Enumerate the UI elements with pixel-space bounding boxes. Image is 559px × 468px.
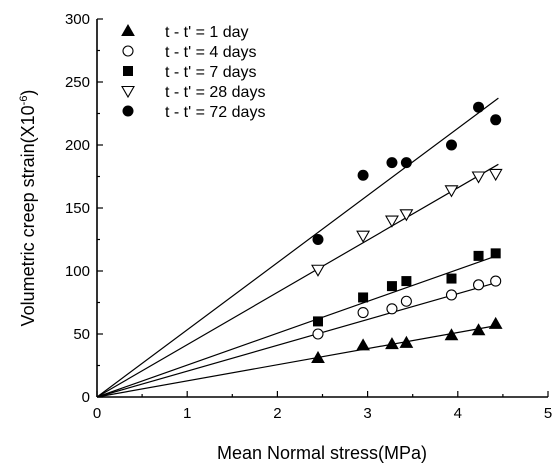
data-point-series-3	[473, 250, 484, 261]
fit-lines	[96, 97, 499, 398]
x-ticks: 0 1 2 3 4 5	[93, 391, 552, 422]
legend-label-1: t - t' = 1 day	[165, 24, 249, 41]
y-axis-title-close: )	[18, 90, 38, 96]
y-tick-label: 50	[73, 326, 90, 343]
data-point-series-5	[312, 234, 324, 245]
legend-marker-3	[123, 66, 133, 76]
y-tick-label: 0	[82, 389, 90, 406]
y-axis-title-main: Volumetric creep strain(X10	[18, 105, 38, 326]
data-point-series-2	[472, 279, 485, 291]
data-markers	[311, 101, 503, 363]
data-point-series-5	[400, 157, 412, 169]
y-tick-label: 200	[65, 137, 90, 154]
x-tick-label: 1	[183, 405, 191, 422]
data-point-series-1	[444, 328, 459, 341]
data-point-series-1	[399, 335, 414, 348]
data-point-series-4	[444, 185, 459, 198]
x-tick-label: 0	[93, 405, 101, 422]
data-point-series-2	[400, 295, 412, 307]
data-point-series-1	[471, 323, 486, 336]
data-point-series-3	[401, 276, 412, 287]
data-point-series-3	[312, 316, 323, 327]
data-point-series-5	[357, 169, 369, 181]
legend-marker-4	[121, 85, 135, 99]
x-tick-label: 4	[454, 405, 462, 422]
data-point-series-4	[311, 264, 325, 277]
x-axis-title: Mean Normal stress(MPa)	[217, 443, 427, 463]
x-tick-label: 5	[544, 405, 552, 422]
legend-label-4: t - t' = 28 days	[165, 84, 265, 101]
data-point-series-2	[312, 328, 324, 340]
y-axis-title-exponent: -6	[18, 96, 30, 106]
data-point-series-3	[446, 273, 457, 284]
legend-label-5: t - t' = 72 days	[165, 104, 265, 121]
fit-line-series-2	[96, 281, 499, 398]
data-point-series-2	[357, 307, 369, 319]
x-tick-label: 2	[273, 405, 281, 422]
legend-marker-2	[122, 45, 134, 57]
data-point-series-3	[358, 292, 369, 303]
legend-marker-5	[122, 105, 134, 117]
fit-line-series-5	[96, 97, 499, 398]
data-point-series-4	[385, 215, 399, 228]
data-point-series-5	[386, 157, 398, 169]
data-point-series-3	[490, 248, 501, 259]
legend-marker-1	[121, 23, 135, 36]
y-tick-label: 150	[65, 200, 90, 217]
fit-line-series-4	[96, 163, 499, 398]
x-tick-label: 3	[363, 405, 371, 422]
fit-line-series-3	[96, 254, 499, 398]
data-point-series-1	[356, 338, 370, 351]
data-point-series-3	[386, 281, 397, 292]
data-point-series-2	[490, 275, 502, 287]
data-point-series-1	[311, 350, 325, 363]
y-tick-label: 100	[65, 263, 90, 280]
data-point-series-2	[445, 289, 458, 301]
data-point-series-5	[490, 114, 502, 126]
data-point-series-4	[471, 171, 486, 184]
fit-line-series-1	[96, 324, 499, 398]
data-point-series-2	[386, 303, 398, 315]
legend-label-2: t - t' = 4 days	[165, 44, 257, 61]
legend: t - t' = 1 day t - t' = 4 days t - t' = 7 …	[121, 23, 265, 121]
y-ticks: 0 50 100 150 200 250 300	[65, 11, 103, 406]
data-point-series-4	[488, 168, 503, 182]
data-point-series-1	[488, 316, 503, 329]
data-point-series-5	[473, 101, 485, 113]
y-tick-label: 300	[65, 11, 90, 28]
y-tick-label: 250	[65, 74, 90, 91]
y-axis-title: Volumetric creep strain(X10-6)	[18, 90, 38, 327]
data-point-series-5	[445, 139, 457, 151]
data-point-series-4	[399, 209, 414, 222]
legend-label-3: t - t' = 7 days	[165, 64, 257, 81]
data-point-series-1	[385, 337, 399, 350]
data-point-series-4	[356, 230, 371, 243]
